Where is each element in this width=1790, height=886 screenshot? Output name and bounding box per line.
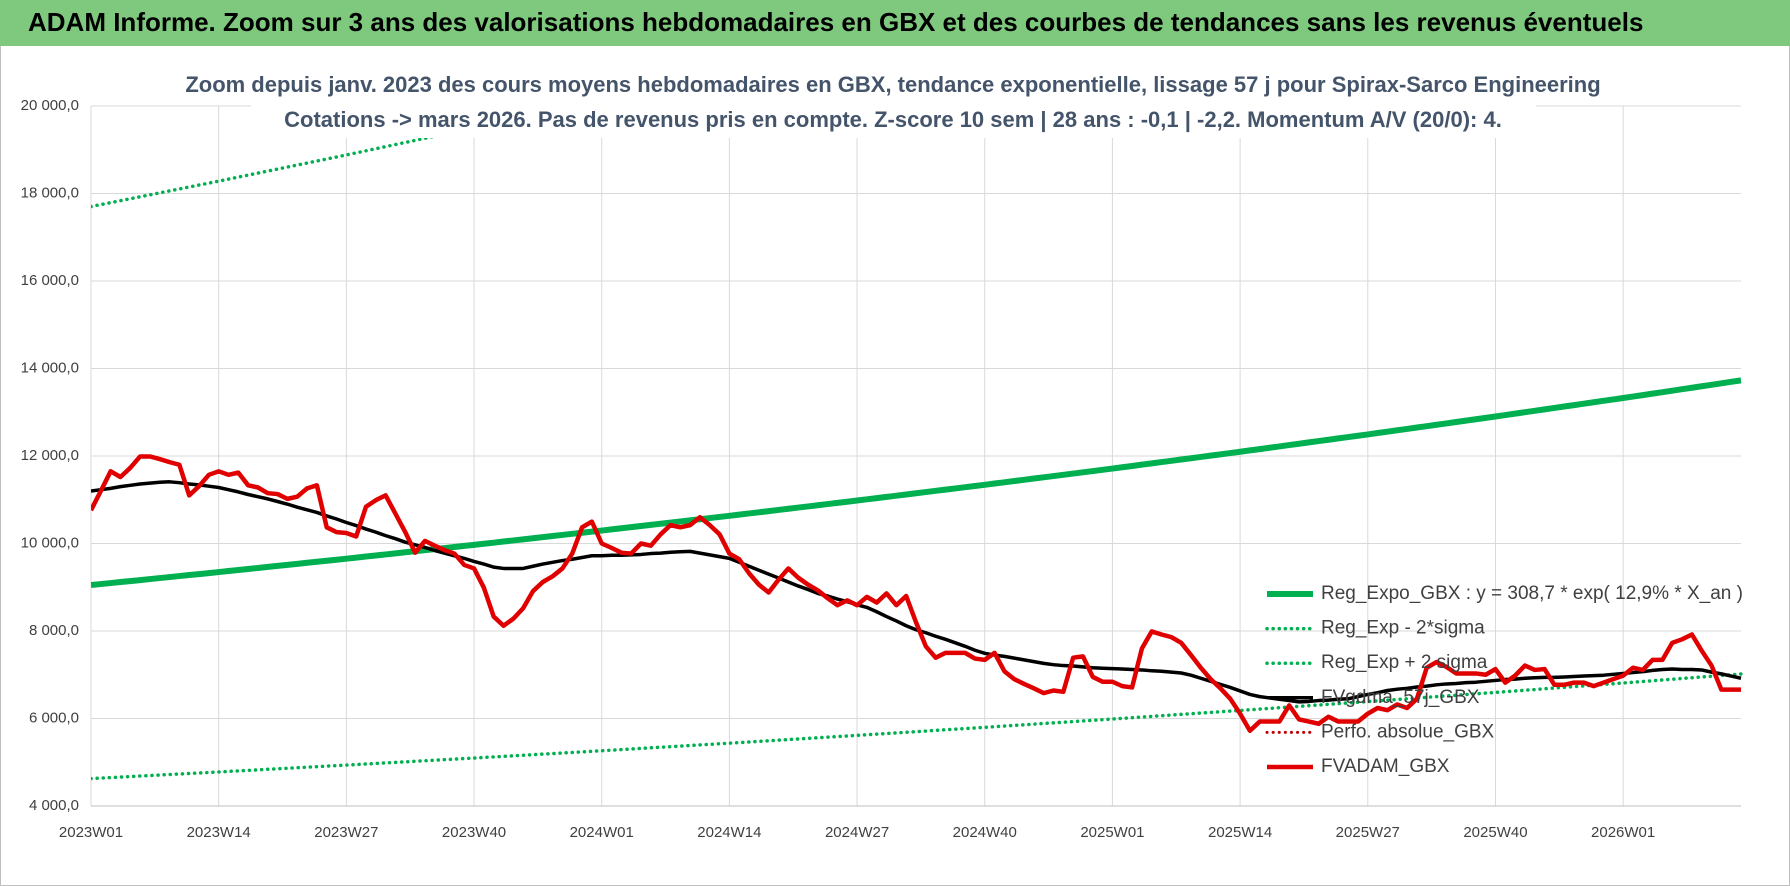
x-tick-label: 2024W27 [825,824,889,841]
x-tick-label: 2023W40 [442,824,506,841]
y-tick-label: 4 000,0 [29,797,79,814]
series-line [91,104,592,209]
plot-lines [91,104,1743,781]
y-tick-label: 16 000,0 [21,272,79,289]
legend-label: FVgdma_57j_GBX [1321,687,1480,708]
y-tick-label: 10 000,0 [21,534,79,551]
series-line [91,377,1742,589]
title-box [251,68,1536,138]
legend-label: Perfo. absolue_GBX [1321,721,1495,742]
y-tick-label: 18 000,0 [21,184,79,201]
y-tick-label: 14 000,0 [21,359,79,376]
legend-label: Reg_Exp + 2 sigma [1321,652,1488,673]
chart-title: Zoom depuis janv. 2023 des cours moyens … [185,72,1600,97]
x-tick-label: 2023W27 [314,824,378,841]
y-tick-label: 6 000,0 [29,709,79,726]
legend: Reg_Expo_GBX : y = 308,7 * exp( 12,9% * … [1265,583,1743,777]
y-tick-label: 20 000,0 [21,97,79,114]
x-tick-label: 2025W27 [1336,824,1400,841]
y-tick-label: 12 000,0 [21,447,79,464]
x-tick-label: 2024W01 [570,824,634,841]
y-tick-label: 8 000,0 [29,622,79,639]
header-title: ADAM Informe. Zoom sur 3 ans des valoris… [28,7,1643,37]
x-tick-label: 2023W14 [187,824,251,841]
legend-label: Reg_Exp - 2*sigma [1321,618,1485,639]
x-tick-label: 2025W14 [1208,824,1272,841]
x-tick-label: 2025W40 [1463,824,1527,841]
series-line [91,672,1743,781]
x-tick-label: 2024W14 [697,824,761,841]
legend-label: FVADAM_GBX [1321,756,1450,777]
series-line [91,454,1741,733]
header-bar [0,0,1790,46]
x-tick-label: 2025W01 [1080,824,1144,841]
legend-label: Reg_Expo_GBX : y = 308,7 * exp( 12,9% * … [1321,583,1743,604]
x-tick-label: 2026W01 [1591,824,1655,841]
x-tick-label: 2024W40 [953,824,1017,841]
x-tick-label: 2023W01 [59,824,123,841]
chart-subtitle: Cotations -> mars 2026. Pas de revenus p… [284,107,1502,132]
series-line [91,480,1742,704]
